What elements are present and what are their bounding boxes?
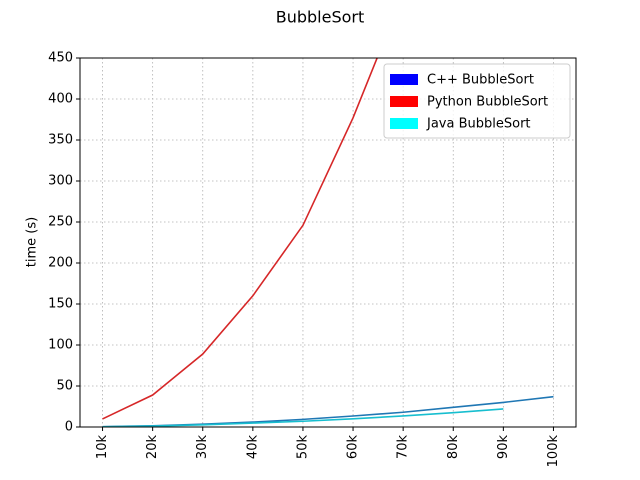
data-line [102, 395, 554, 427]
y-tick-label: 200 [48, 256, 73, 271]
y-tick-label: 0 [65, 420, 73, 435]
legend-label: C++ BubbleSort [427, 73, 534, 88]
x-tick-label: 60k [346, 435, 361, 460]
y-tick-label: 350 [48, 133, 73, 148]
legend-box [383, 63, 571, 139]
x-tick-label: 50k [295, 435, 310, 460]
x-tick-label: 70k [396, 435, 411, 460]
legend-swatch [390, 118, 418, 129]
y-axis-label: time (s) [25, 217, 40, 267]
data-line [102, 58, 378, 420]
y-tick-label: 450 [48, 51, 73, 66]
x-tick-label: 10k [95, 435, 110, 460]
plot-frame [79, 57, 577, 428]
legend-swatch [390, 74, 418, 85]
x-tick-label: 40k [245, 435, 260, 460]
y-tick-label: 100 [48, 338, 73, 353]
x-tick-label: 20k [145, 435, 160, 460]
y-tick-label: 150 [48, 297, 73, 312]
data-line [102, 408, 504, 427]
x-tick-label: 90k [496, 435, 511, 460]
y-tick-label: 50 [56, 379, 73, 394]
legend-label: Python BubbleSort [427, 95, 548, 110]
chart-title: BubbleSort [276, 8, 365, 27]
y-tick-label: 250 [48, 215, 73, 230]
x-tick-label: 80k [446, 435, 461, 460]
y-tick-label: 400 [48, 92, 73, 107]
y-tick-label: 300 [48, 174, 73, 189]
x-tick-label: 30k [195, 435, 210, 460]
legend-swatch [390, 96, 418, 107]
x-tick-label: 100k [546, 435, 561, 468]
legend-label: Java BubbleSort [426, 117, 531, 132]
